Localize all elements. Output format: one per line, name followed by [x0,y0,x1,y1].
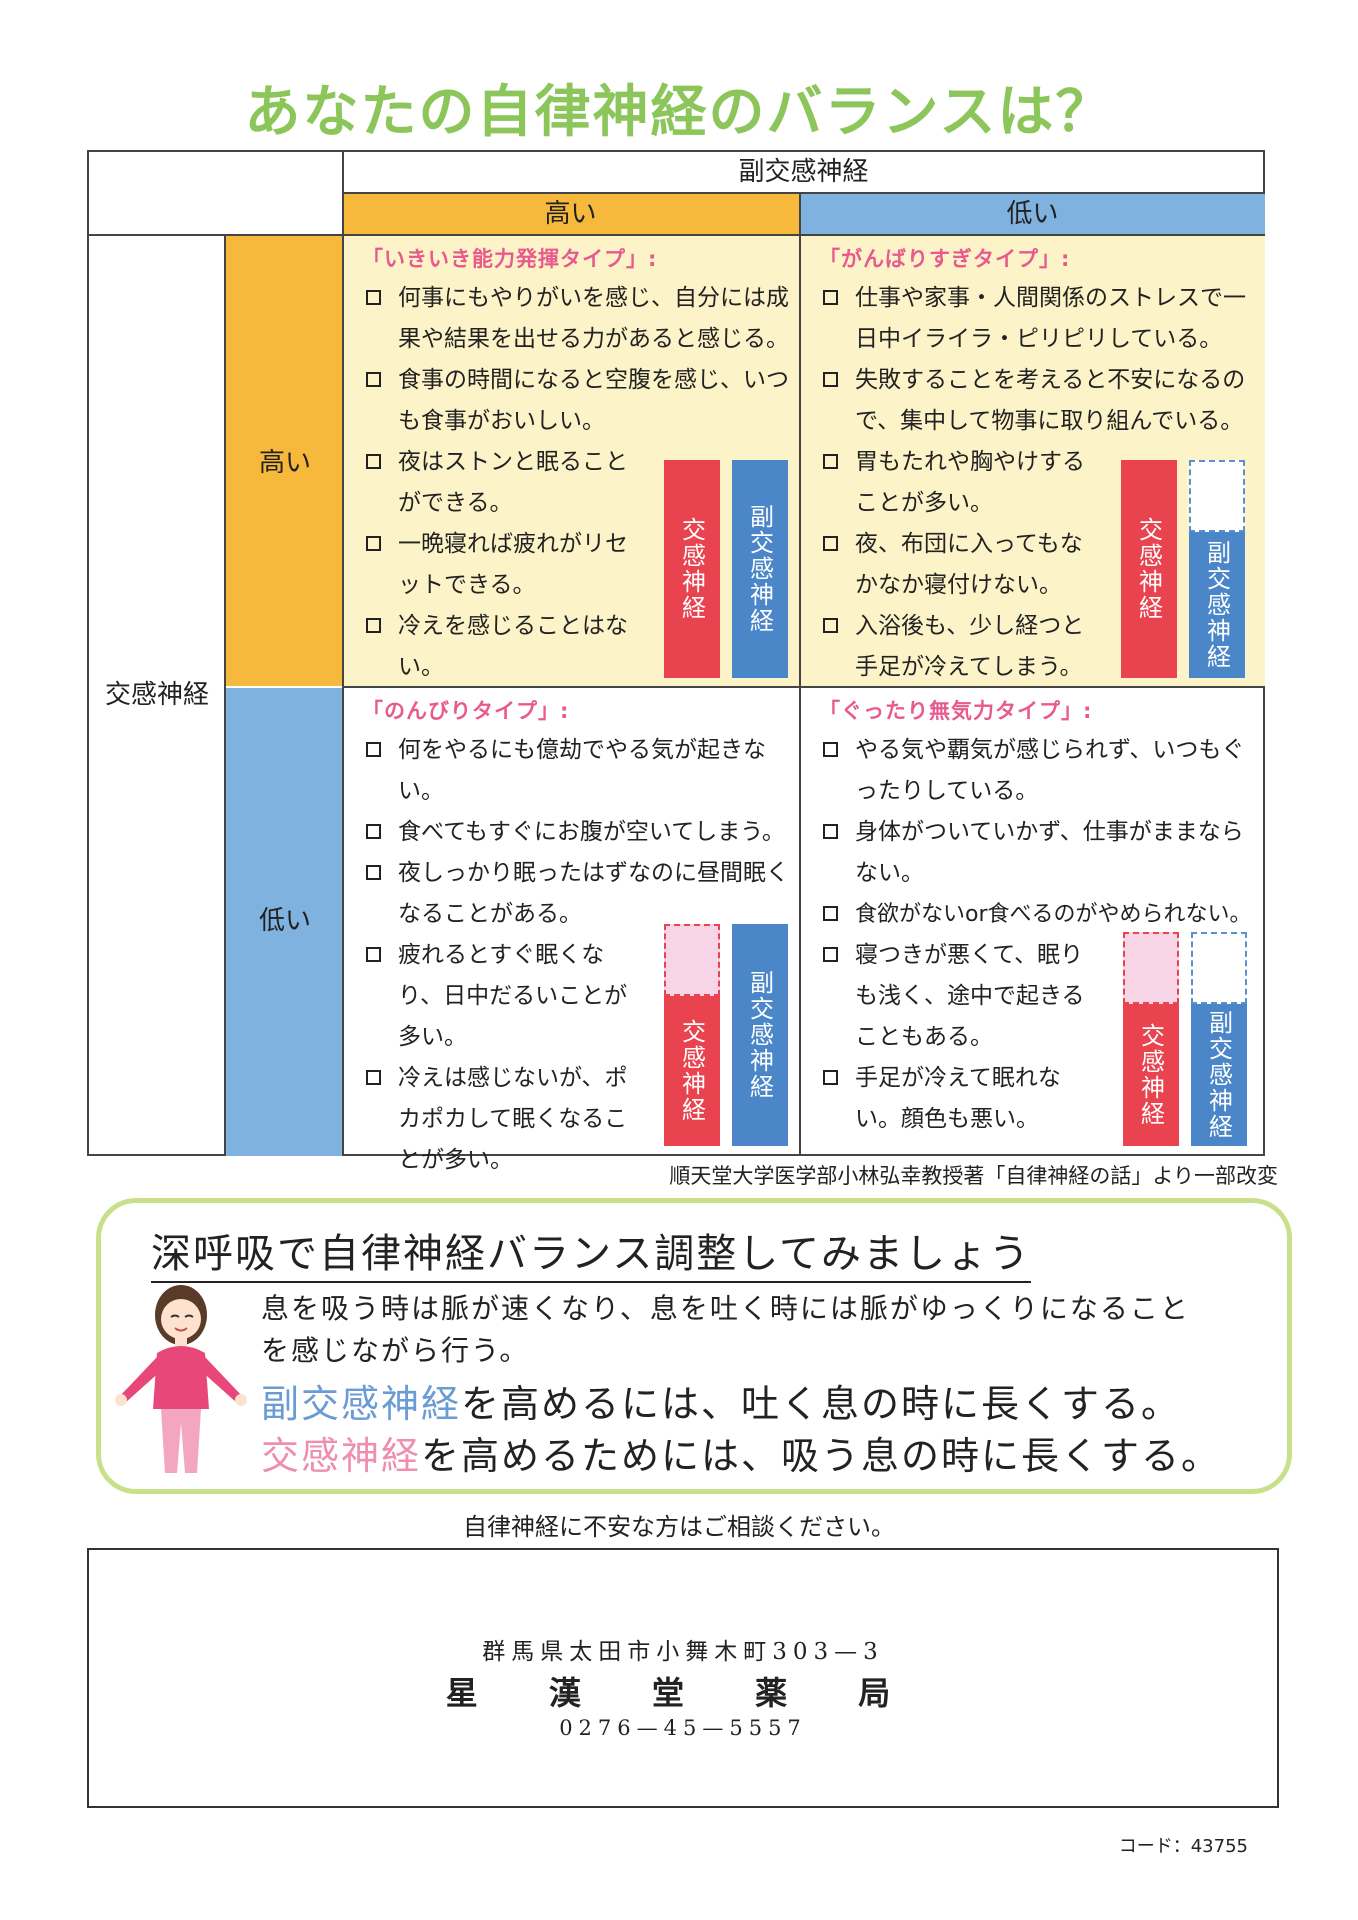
sympathetic-bar: 交感神経 [664,460,720,678]
citation: 順天堂大学医学部小林弘幸教授著「自律神経の話」より一部改変 [669,1164,1278,1188]
checkbox-icon [366,372,381,387]
divider [342,686,1265,688]
parasympathetic-deficit-outline [1191,932,1247,1004]
checklist-item: 夜はストンと眠ることができる。 [362,442,793,524]
balance-table: 副交感神経 高い 低い 交感神経 高い 低い 「いきいき能力発揮タイプ」: 何事… [87,150,1265,1173]
divider [342,192,1265,194]
breathing-panel: 深呼吸で自律神経バランス調整してみましょう 息を吸う時は脈が速くなり、息を吐く時… [96,1198,1292,1494]
checklist-item: 冷えは感じないが、ポカポカして眠くなることが多い。 [362,1058,793,1181]
pharmacy-address: 群馬県太田市小舞木町303—3 [482,1639,884,1665]
checkbox-icon [823,906,838,921]
checklist-item: 入浴後も、少し経つと手足が冷えてしまう。 [819,606,1259,688]
type-title: 「いきいき能力発揮タイプ」: [362,247,658,271]
row-high-label: 高い [258,448,311,478]
checklist-item: 身体がついていかず、仕事がままならない。 [819,812,1259,894]
checkbox-icon [823,824,838,839]
cell-high-low: 「がんばりすぎタイプ」: 仕事や家事・人間関係のストレスで一日中イライラ・ピリピ… [803,236,1265,688]
checklist-item: 食事の時間になると空腹を感じ、いつも食事がおいしい。 [362,360,793,442]
checkbox-icon [366,454,381,469]
cell-high-high: 「いきいき能力発揮タイプ」: 何事にもやりがいを感じ、自分には成果や結果を出せる… [346,236,799,688]
col-low-band [800,194,1265,234]
checklist-item: 夜、布団に入ってもなかなか寝付けない。 [819,524,1259,606]
parasympathetic-bar: 副交感神経 [1189,532,1245,678]
col-group-label: 副交感神経 [738,157,869,187]
sympathetic-tip: 交感神経を高めるためには、吸う息の時に長くする。 [261,1434,1222,1478]
checkbox-icon [823,947,838,962]
divider [224,234,226,1156]
breathing-heading: 深呼吸で自律神経バランス調整してみましょう [151,1221,1031,1283]
type-title: 「ぐったり無気力タイプ」: [819,699,1093,723]
checkbox-icon [823,372,838,387]
divider [89,234,1265,236]
cell-bg-high-high [344,236,799,686]
checklist-item: 仕事や家事・人間関係のストレスで一日中イライラ・ピリピリしている。 [819,278,1259,360]
divider [799,192,801,1156]
col-high-label: 高い [544,199,597,229]
checklist-item: 手足が冷えて眠れない。顔色も悪い。 [819,1058,1259,1140]
divider [342,152,344,1156]
consult-note: 自律神経に不安な方はご相談ください。 [463,1513,895,1541]
checkbox-icon [823,618,838,633]
checkbox-icon [823,742,838,757]
parasympathetic-deficit-outline [1189,460,1245,532]
row-high-band [226,236,342,686]
document-code: コード：43755 [1118,1836,1248,1857]
checklist-item: 失敗することを考えると不安になるので、集中して物事に取り組んでいる。 [819,360,1259,442]
checkbox-icon [366,865,381,880]
checklist-item: 胃もたれや胸やけすることが多い。 [819,442,1259,524]
pharmacy-phone: 0276—45—5557 [559,1716,807,1740]
checklist-item: 冷えを感じることはない。 [362,606,793,688]
cell-low-high: 「のんびりタイプ」: 何をやるにも億劫でやる気が起きない。 食べてもすぐにお腹が… [346,688,799,1181]
checkbox-icon [366,1070,381,1085]
sympathetic-bar: 交感神経 [664,996,720,1146]
checkbox-icon [823,1070,838,1085]
parasympathetic-bar: 副交感神経 [732,924,788,1146]
cell-low-low: 「ぐったり無気力タイプ」: やる気や覇気が感じられず、いつもぐったりしている。 … [803,688,1265,1140]
row-low-label: 低い [258,906,311,936]
pharmacy-stamp-box: 群馬県太田市小舞木町303—3 星 漢 堂 薬 局 0276—45—5557 [87,1548,1279,1808]
checklist-item: 一晩寝れば疲れがリセットできる。 [362,524,793,606]
checkbox-icon [366,290,381,305]
sympathetic-deficit-outline [1123,932,1179,1004]
checklist-item: 食べてもすぐにお腹が空いてしまう。 [362,812,793,853]
checklist-item: 寝つきが悪くて、眠りも浅く、途中で起きることもある。 [819,935,1259,1058]
checklist-item: 何をやるにも億劫でやる気が起きない。 [362,730,793,812]
checkbox-icon [823,290,838,305]
col-low-label: 低い [1006,199,1059,229]
checklist-item: 夜しっかり眠ったはずなのに昼間眠くなることがある。 [362,853,793,935]
col-high-band [342,194,799,234]
breathing-instruction: を感じながら行う。 [261,1334,530,1367]
sympathetic-bar: 交感神経 [1123,1004,1179,1146]
checklist-item: 疲れるとすぐ眠くなり、日中だるいことが多い。 [362,935,793,1058]
type-title: 「がんばりすぎタイプ」: [819,247,1071,271]
row-group-label: 交感神経 [104,680,209,710]
sympathetic-deficit-outline [664,924,720,996]
checklist-item: やる気や覇気が感じられず、いつもぐったりしている。 [819,730,1259,812]
parasympathetic-tip: 副交感神経を高めるには、吐く息の時に長くする。 [261,1382,1182,1426]
parasympathetic-bar: 副交感神経 [1191,1004,1247,1146]
cell-bg-high-low [801,236,1265,686]
checkbox-icon [366,947,381,962]
checkbox-icon [366,536,381,551]
woman-illustration [115,1285,247,1473]
sympathetic-bar: 交感神経 [1121,460,1177,678]
row-low-band [226,688,342,1156]
pharmacy-name: 星 漢 堂 薬 局 [445,1674,921,1712]
checkbox-icon [823,454,838,469]
parasympathetic-bar: 副交感神経 [732,460,788,678]
checklist-item: 食欲がないor食べるのがやめられない。 [819,894,1259,935]
checkbox-icon [366,742,381,757]
checkbox-icon [366,824,381,839]
checkbox-icon [823,536,838,551]
checklist-item: 何事にもやりがいを感じ、自分には成果や結果を出せる力があると感じる。 [362,278,793,360]
breathing-instruction: 息を吸う時は脈が速くなり、息を吐く時には脈がゆっくりになること [261,1292,1190,1325]
checkbox-icon [366,618,381,633]
page-title: あなたの自律神経のバランスは？ [244,80,1114,145]
type-title: 「のんびりタイプ」: [362,699,570,723]
